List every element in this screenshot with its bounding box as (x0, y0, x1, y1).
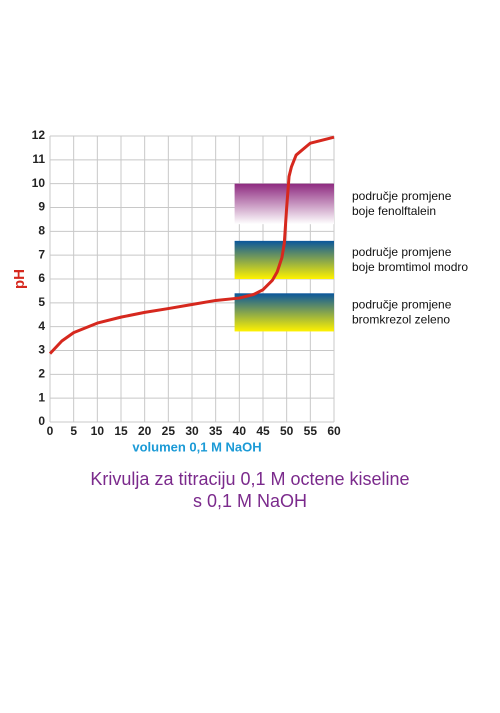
chart-title: s 0,1 M NaOH (193, 491, 307, 511)
x-tick-label: 60 (327, 424, 341, 438)
y-tick-label: 10 (32, 176, 46, 190)
y-tick-label: 6 (38, 271, 45, 285)
indicator-label: boje fenolftalein (352, 204, 436, 218)
x-tick-label: 10 (91, 424, 105, 438)
indicator-label: područje promjene (352, 189, 452, 203)
x-axis-label: volumen 0,1 M NaOH (132, 439, 261, 454)
y-tick-label: 7 (38, 247, 45, 261)
y-axis-label: pH (11, 269, 28, 289)
indicator-label: bromkrezol zeleno (352, 313, 450, 327)
y-tick-label: 8 (38, 224, 45, 238)
y-tick-label: 3 (38, 343, 45, 357)
x-tick-label: 30 (185, 424, 199, 438)
x-tick-label: 25 (162, 424, 176, 438)
curve (48, 135, 335, 355)
x-tick-label: 50 (280, 424, 294, 438)
y-tick-label: 2 (38, 367, 45, 381)
x-tick-label: 45 (256, 424, 270, 438)
x-tick-label: 5 (70, 424, 77, 438)
indicator-label: boje bromtimol modro (352, 260, 468, 274)
x-tick-label: 35 (209, 424, 223, 438)
x-tick-label: 15 (114, 424, 128, 438)
x-tick-label: 40 (233, 424, 247, 438)
y-tick-label: 1 (38, 390, 45, 404)
y-tick-label: 12 (32, 128, 46, 142)
y-tick-label: 4 (38, 319, 45, 333)
x-tick-label: 0 (47, 424, 54, 438)
y-tick-label: 9 (38, 200, 45, 214)
y-tick-label: 5 (38, 295, 45, 309)
x-tick-label: 20 (138, 424, 152, 438)
y-tick-label: 0 (38, 414, 45, 428)
indicator-label: područje promjene (352, 298, 452, 312)
chart-title: Krivulja za titraciju 0,1 M octene kisel… (90, 469, 409, 489)
indicator-band (234, 183, 334, 225)
indicator-label: područje promjene (352, 245, 452, 259)
y-tick-label: 11 (32, 152, 45, 166)
x-tick-label: 55 (304, 424, 318, 438)
indicator-band (234, 293, 334, 332)
